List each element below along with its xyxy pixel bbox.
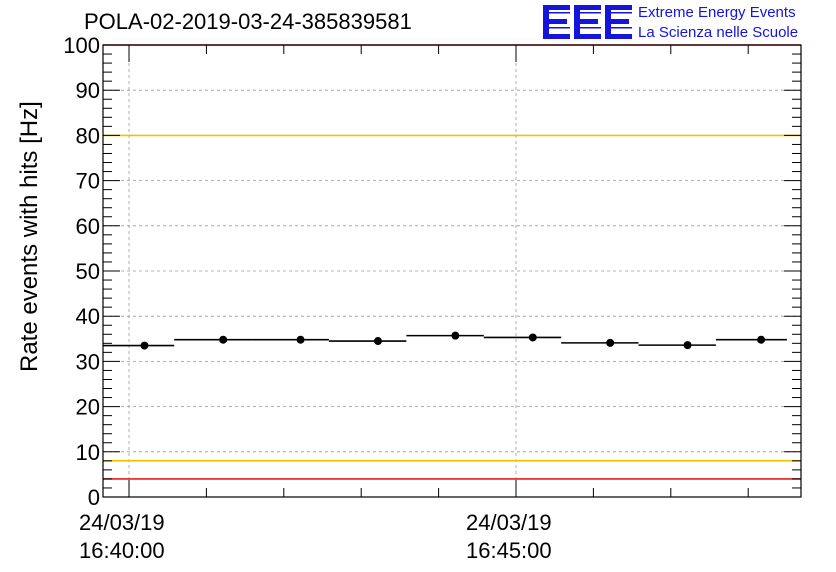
reference-lines — [103, 44, 801, 480]
y-tick-label: 60 — [76, 214, 100, 239]
y-tick-label: 20 — [76, 395, 100, 420]
x-tick-label-time: 16:40:00 — [79, 538, 165, 563]
logo-line-1: Extreme Energy Events — [638, 4, 796, 21]
y-tick-label: 0 — [88, 485, 100, 510]
eee-logo-icon — [543, 5, 632, 39]
data-point — [606, 338, 615, 347]
data-point — [757, 335, 766, 344]
x-tick-label-date: 24/03/19 — [79, 510, 165, 535]
y-tick-label: 50 — [76, 259, 100, 284]
data-point — [683, 341, 692, 350]
y-tick-label: 70 — [76, 169, 100, 194]
data-point — [451, 331, 460, 340]
axis-ticks — [103, 44, 801, 498]
data-point — [219, 335, 228, 344]
x-tick-label-time: 16:45:00 — [466, 538, 552, 563]
y-tick-label: 90 — [76, 78, 100, 103]
grid-lines — [103, 45, 801, 497]
data-point — [373, 337, 382, 346]
y-axis-label: Rate events with hits [Hz] — [16, 101, 43, 372]
data-point — [528, 333, 537, 342]
y-tick-label: 80 — [76, 123, 100, 148]
y-tick-label: 40 — [76, 304, 100, 329]
y-tick-label: 100 — [63, 33, 100, 58]
x-tick-label-date: 24/03/19 — [466, 510, 552, 535]
y-tick-label: 10 — [76, 440, 100, 465]
data-series — [103, 331, 787, 350]
logo-line-2: La Scienza nelle Scuole — [638, 24, 799, 41]
tick-labels: 0 10 20 30 40 50 60 70 80 90 100 24/03/19 16:40:00 24… — [63, 33, 551, 563]
data-point — [140, 341, 149, 350]
chart-title: POLA-02-2019-03-24-385839581 — [84, 9, 412, 34]
data-point — [296, 335, 305, 344]
y-tick-label: 30 — [76, 349, 100, 374]
